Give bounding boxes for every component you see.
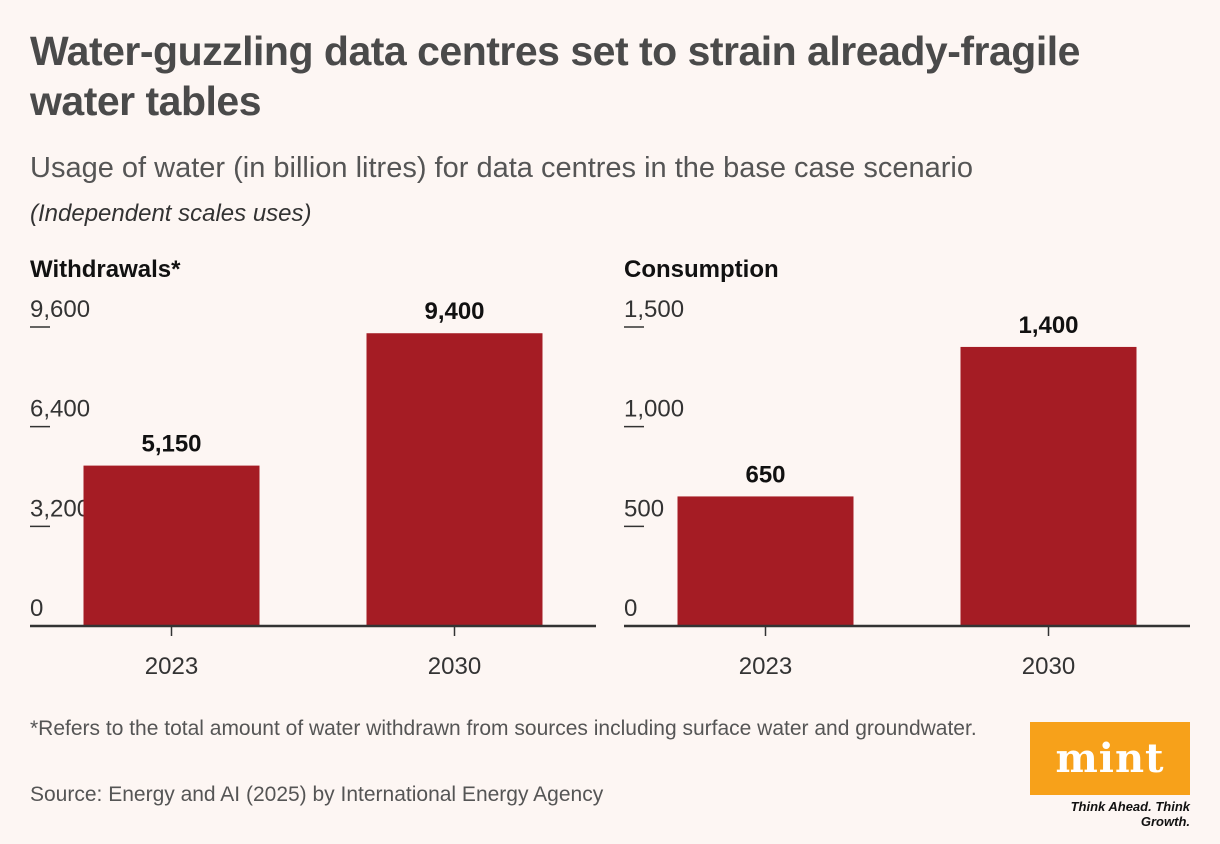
y-tick-label: 0 [624, 595, 637, 622]
x-tick-label: 2023 [145, 653, 198, 680]
bar-value-label: 650 [745, 461, 785, 488]
y-tick-label: 0 [30, 595, 43, 622]
consumption-chart: Consumption 0 500 1,000 1,500 650 2023 1,400 20… [624, 250, 1190, 690]
withdrawals-chart-title: Withdrawals* [30, 256, 181, 283]
bar-value-label: 9,400 [424, 298, 484, 325]
withdrawals-chart: Withdrawals* 0 3,200 6,400 9,600 5,150 2023 9,… [30, 250, 596, 690]
y-tick-label: 1,500 [624, 296, 684, 323]
logo-text: mint [1055, 735, 1165, 782]
y-tick-label: 9,600 [30, 296, 90, 323]
logo-tagline: Think Ahead. Think Growth. [1070, 799, 1190, 829]
bar-value-label: 5,150 [141, 431, 201, 458]
x-tick-label: 2030 [1022, 653, 1075, 680]
chart-title: Water-guzzling data centres set to strai… [30, 28, 1080, 124]
source-note: Source: Energy and AI (2025) by Internat… [30, 783, 604, 806]
bar-2023 [83, 465, 260, 626]
chart-subtitle: Usage of water (in billion litres) for d… [30, 152, 973, 184]
y-tick-label: 6,400 [30, 396, 90, 423]
bar-2023 [677, 496, 854, 626]
y-tick-label: 500 [624, 495, 664, 522]
bar-2030 [366, 333, 543, 626]
bar-2030 [960, 346, 1137, 626]
withdrawals-plot: 0 3,200 6,400 9,600 5,150 2023 9,400 2030 [30, 296, 596, 680]
consumption-plot: 0 500 1,000 1,500 650 2023 1,400 2030 [624, 296, 1190, 680]
x-tick-label: 2023 [739, 653, 792, 680]
bar-value-label: 1,400 [1018, 312, 1078, 339]
scale-note: (Independent scales uses) [30, 200, 312, 227]
y-tick-label: 3,200 [30, 495, 90, 522]
consumption-chart-title: Consumption [624, 256, 779, 283]
x-tick-label: 2030 [428, 653, 481, 680]
y-tick-label: 1,000 [624, 396, 684, 423]
mint-logo: mint [1030, 722, 1190, 795]
footnote: *Refers to the total amount of water wit… [30, 717, 977, 740]
